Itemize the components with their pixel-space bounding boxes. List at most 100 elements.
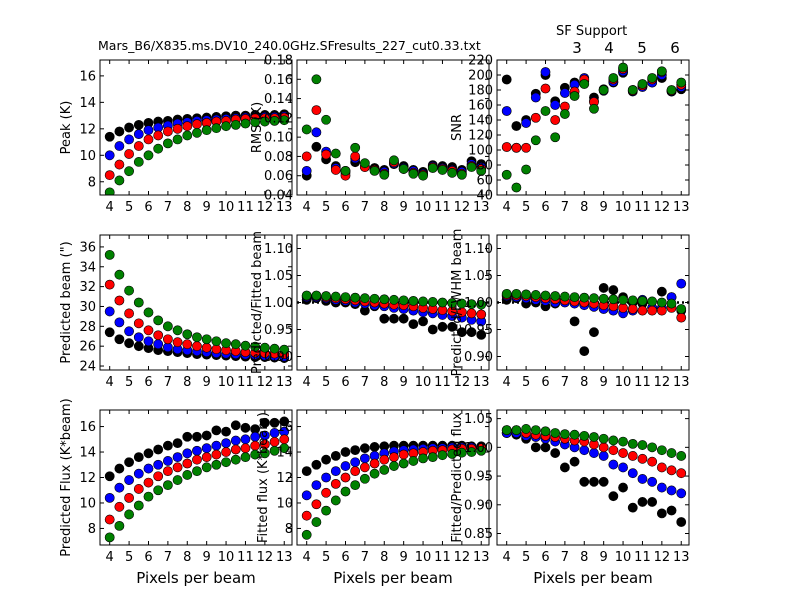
y-tick-label: 1.00 xyxy=(464,296,493,311)
data-point-6 xyxy=(201,462,212,473)
x-tick-label: 6 xyxy=(144,375,152,390)
data-point-3 xyxy=(124,338,134,349)
data-point-3 xyxy=(182,431,193,442)
data-point-6 xyxy=(330,148,341,159)
data-point-3 xyxy=(153,444,164,455)
data-point-3 xyxy=(550,448,561,458)
subplot-2: 4 5 6 7 8 9 10 11 12 130.040.060.080.100.120.140.… xyxy=(250,54,490,216)
data-point-6 xyxy=(447,449,458,459)
x-tick-label: 9 xyxy=(400,200,408,215)
data-point-6 xyxy=(466,299,477,310)
data-point-5 xyxy=(182,339,193,350)
data-point-6 xyxy=(501,425,512,436)
x-tick-label: 6 xyxy=(144,200,152,215)
data-point-4 xyxy=(143,336,154,347)
x-tick-label: 8 xyxy=(183,375,191,390)
data-point-6 xyxy=(427,452,438,463)
legend-entry-4: 4 xyxy=(604,39,614,57)
data-point-4 xyxy=(230,435,241,446)
subplot-3: 4 5 6 7 8 9 10 11 12 1340608010012014016018020022… xyxy=(450,54,690,216)
data-point-5 xyxy=(143,134,154,145)
data-point-6 xyxy=(230,339,241,350)
data-point-4 xyxy=(350,457,361,468)
data-point-6 xyxy=(511,425,522,436)
data-point-5 xyxy=(521,142,531,153)
data-point-6 xyxy=(540,290,551,301)
data-point-6 xyxy=(627,85,638,95)
data-point-3 xyxy=(104,471,115,482)
y-tick-label: 12 xyxy=(276,471,293,486)
x-tick-label: 7 xyxy=(164,550,172,565)
data-point-6 xyxy=(559,109,570,119)
data-point-4 xyxy=(133,332,144,343)
data-point-4 xyxy=(240,434,251,445)
data-point-6 xyxy=(398,295,409,306)
data-point-6 xyxy=(301,290,312,301)
data-point-5 xyxy=(240,443,251,454)
x-tick-label: 10 xyxy=(615,550,632,565)
data-point-5 xyxy=(598,442,609,453)
data-point-6 xyxy=(259,448,270,459)
data-point-5 xyxy=(162,466,173,477)
data-point-6 xyxy=(240,452,251,463)
data-point-4 xyxy=(221,438,231,449)
y-tick-label: 14 xyxy=(276,446,293,461)
y-axis-label: Fitted flux (K*beam) xyxy=(256,412,271,543)
data-point-4 xyxy=(550,100,561,110)
data-point-3 xyxy=(618,482,628,493)
x-tick-label: 8 xyxy=(183,550,191,565)
x-tick-label: 8 xyxy=(380,375,388,390)
data-point-6 xyxy=(279,115,290,126)
data-point-3 xyxy=(359,443,370,454)
x-tick-label: 5 xyxy=(125,375,133,390)
x-tick-label: 7 xyxy=(361,375,369,390)
data-point-6 xyxy=(221,338,231,349)
x-tick-label: 4 xyxy=(106,550,114,565)
data-point-6 xyxy=(540,106,551,116)
data-point-6 xyxy=(143,491,154,502)
y-tick-label: 140 xyxy=(468,114,493,129)
data-point-4 xyxy=(143,125,154,136)
data-point-6 xyxy=(162,138,173,149)
x-tick-label: 12 xyxy=(654,375,671,390)
x-tick-label: 9 xyxy=(600,200,608,215)
axes-frame xyxy=(99,234,293,371)
x-tick-label: 6 xyxy=(341,375,349,390)
data-point-5 xyxy=(153,330,164,341)
y-tick-label: 100 xyxy=(468,144,493,159)
data-point-5 xyxy=(676,312,687,323)
x-tick-label: 5 xyxy=(322,375,330,390)
y-tick-label: 26 xyxy=(79,340,96,355)
data-point-3 xyxy=(133,119,144,130)
data-point-6 xyxy=(311,74,322,85)
x-tick-label: 9 xyxy=(203,550,211,565)
data-point-5 xyxy=(637,305,648,316)
data-point-6 xyxy=(230,119,241,130)
x-tick-label: 7 xyxy=(561,550,569,565)
data-point-5 xyxy=(143,477,154,488)
data-point-3 xyxy=(124,457,134,468)
data-point-6 xyxy=(389,461,399,471)
data-point-3 xyxy=(114,334,125,345)
y-tick-label: 1.10 xyxy=(264,242,293,257)
data-point-6 xyxy=(530,135,541,146)
x-tick-label: 11 xyxy=(634,375,651,390)
data-point-3 xyxy=(647,497,658,507)
data-point-6 xyxy=(114,520,125,531)
x-tick-label: 9 xyxy=(203,200,211,215)
legend-title: SF Support xyxy=(556,24,627,39)
data-point-6 xyxy=(104,187,115,195)
x-tick-label: 8 xyxy=(580,375,588,390)
y-tick-label: 40 xyxy=(476,189,493,204)
data-point-6 xyxy=(172,134,183,145)
data-point-4 xyxy=(301,165,312,176)
data-point-3 xyxy=(598,476,609,487)
figure-title: Mars_B6/X835.ms.DV10_240.0GHz.SFresults_… xyxy=(98,38,481,53)
data-point-6 xyxy=(172,325,183,336)
data-point-6 xyxy=(466,162,477,172)
data-point-6 xyxy=(369,468,380,479)
y-tick-label: 12 xyxy=(79,122,96,137)
data-point-6 xyxy=(569,292,580,302)
data-point-4 xyxy=(656,482,667,493)
data-point-6 xyxy=(647,442,658,453)
